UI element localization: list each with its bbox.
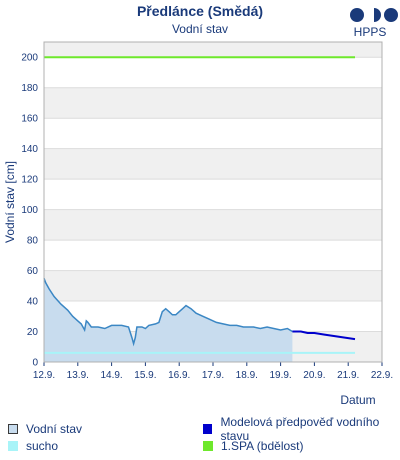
series-group — [43, 56, 356, 362]
y-tick-label: 160 — [21, 114, 38, 125]
y-tick-label: 140 — [21, 144, 38, 155]
x-tick-label: 20.9. — [303, 370, 325, 381]
legend-item-forecast: Modelová předpověď vodního stavu — [203, 415, 398, 443]
x-tick-label: 15.9. — [134, 370, 156, 381]
axis-ticks: 0 20 40 60 80 100 120 140 160 180 200 12.9. 13.9. 14.… — [21, 53, 393, 381]
observed-area — [44, 278, 293, 362]
grid-band — [44, 87, 382, 119]
x-tick-label: 17.9. — [202, 370, 224, 381]
x-tick-label: 16.9. — [168, 370, 190, 381]
legend: Vodní stav Modelová předpověď vodního st… — [8, 415, 398, 454]
y-tick-label: 0 — [32, 358, 38, 369]
legend-label-observed: Vodní stav — [26, 421, 83, 436]
legend-label-forecast: Modelová předpověď vodního stavu — [220, 414, 380, 443]
legend-item-spa1: 1.SPA (bdělost) — [203, 439, 398, 453]
x-tick-label: 12.9. — [33, 370, 55, 381]
y-tick-label: 80 — [27, 236, 39, 247]
y-tick-label: 100 — [21, 205, 38, 216]
legend-item-observed: Vodní stav — [8, 422, 203, 436]
y-tick-label: 40 — [27, 297, 39, 308]
grid-band — [44, 270, 382, 302]
forecast-line — [292, 330, 356, 341]
logo-icon: HPPS — [350, 8, 398, 39]
grid-band — [44, 148, 382, 180]
x-tick-label: 18.9. — [236, 370, 258, 381]
grid-band — [44, 42, 382, 58]
y-tick-label: 20 — [27, 327, 39, 338]
x-tick-label: 13.9. — [67, 370, 89, 381]
chart: Předlánce (Smědá) Vodní stav 0 20 40 60 80 10… — [3, 3, 393, 407]
y-tick-label: 200 — [21, 53, 38, 64]
legend-swatch-spa1 — [203, 440, 213, 451]
grid-bands — [44, 42, 382, 363]
x-tick-label: 22.9. — [371, 370, 393, 381]
y-tick-label: 60 — [27, 266, 39, 277]
logo-text: HPPS — [354, 25, 387, 39]
legend-label-spa1: 1.SPA (bdělost) — [221, 438, 304, 453]
y-tick-label: 180 — [21, 83, 38, 94]
y-axis-label: Vodní stav [cm] — [3, 161, 17, 243]
legend-row: Vodní stav Modelová předpověď vodního st… — [8, 415, 398, 443]
y-tick-label: 120 — [21, 175, 38, 186]
x-tick-label: 19.9. — [269, 370, 291, 381]
x-axis-label: Datum — [340, 393, 375, 407]
chart-title: Předlánce (Smědá) — [137, 3, 263, 19]
legend-label-drought: sucho — [26, 438, 59, 453]
plot-frame — [43, 41, 383, 363]
legend-item-drought: sucho — [8, 439, 203, 453]
x-tick-label: 21.9. — [337, 370, 359, 381]
legend-swatch-observed — [8, 423, 18, 434]
x-tick-label: 14.9. — [100, 370, 122, 381]
legend-swatch-drought — [8, 440, 18, 451]
grid-band — [44, 209, 382, 241]
observed-line — [43, 277, 293, 347]
hpps-logo: HPPS — [346, 6, 400, 42]
chart-subtitle: Vodní stav — [172, 22, 228, 36]
legend-row: sucho 1.SPA (bdělost) — [8, 437, 398, 454]
legend-swatch-forecast — [203, 423, 213, 434]
